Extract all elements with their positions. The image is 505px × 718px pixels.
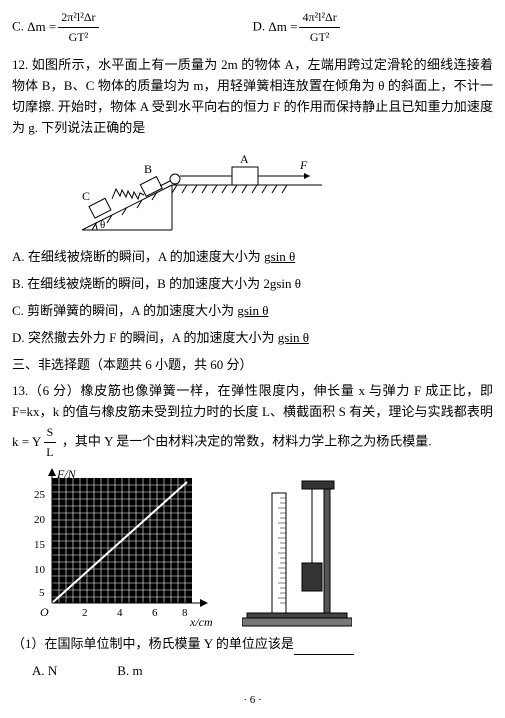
svg-text:5: 5 bbox=[39, 587, 45, 599]
opt-a-text: A. 在细线被烧断的瞬间，A 的加速度大小为 bbox=[12, 249, 264, 264]
opt-c-underline: gsin θ bbox=[237, 303, 268, 318]
svg-text:B: B bbox=[144, 162, 152, 176]
svg-text:F/N: F/N bbox=[56, 468, 77, 481]
q12-option-b: B. 在细线被烧断的瞬间，B 的加速度大小为 2gsin θ bbox=[12, 274, 493, 295]
option-d-label: D. bbox=[253, 19, 269, 34]
blank-line bbox=[294, 640, 354, 655]
frac-den: GT² bbox=[307, 28, 333, 47]
option-d: D. Δm = 4π²l²Δr GT² bbox=[253, 8, 494, 47]
opt-d-underline: gsin θ bbox=[278, 330, 309, 345]
svg-text:C: C bbox=[82, 189, 90, 203]
svg-text:6: 6 bbox=[152, 607, 158, 619]
svg-text:O: O bbox=[40, 605, 49, 619]
q13-opt-a: A. N bbox=[32, 661, 57, 682]
q13-opt-b: B. m bbox=[117, 661, 142, 682]
frac-den: GT² bbox=[66, 28, 92, 47]
option-row-cd: C. Δm = 2π²l²Δr GT² D. Δm = 4π²l²Δr GT² bbox=[12, 8, 493, 47]
q12-diagram: θ A F B C bbox=[62, 145, 493, 242]
opt-c-text: C. 剪断弹簧的瞬间，A 的加速度大小为 bbox=[12, 303, 237, 318]
q13-fraction: S L bbox=[43, 423, 56, 462]
option-c-formula: Δm = 2π²l²Δr GT² bbox=[27, 8, 100, 47]
q13-chart: F/N 25 20 15 10 5 O 2 4 6 8 x/cm bbox=[22, 468, 212, 628]
svg-text:2: 2 bbox=[82, 607, 88, 619]
svg-text:20: 20 bbox=[34, 514, 46, 526]
frac-num: S bbox=[44, 423, 57, 443]
option-c: C. Δm = 2π²l²Δr GT² bbox=[12, 8, 253, 47]
q12-option-a: A. 在细线被烧断的瞬间，A 的加速度大小为 gsin θ bbox=[12, 247, 493, 268]
svg-text:x/cm: x/cm bbox=[189, 615, 212, 628]
option-c-label: C. bbox=[12, 19, 27, 34]
section-3-heading: 三、非选择题（本题共 6 小题，共 60 分） bbox=[12, 355, 493, 376]
svg-text:A: A bbox=[240, 152, 249, 166]
svg-text:10: 10 bbox=[34, 564, 46, 576]
q13-text: 13.（6 分）橡皮筋也像弹簧一样，在弹性限度内，伸长量 x 与弹力 F 成正比… bbox=[12, 381, 493, 462]
svg-text:F: F bbox=[299, 158, 308, 172]
q13-apparatus bbox=[242, 473, 352, 628]
q12-option-c: C. 剪断弹簧的瞬间，A 的加速度大小为 gsin θ bbox=[12, 301, 493, 322]
q13-text1: 13.（6 分）橡皮筋也像弹簧一样，在弹性限度内，伸长量 x 与弹力 F 成正比… bbox=[12, 383, 493, 419]
svg-text:25: 25 bbox=[34, 489, 46, 501]
page-number: · 6 · bbox=[12, 692, 493, 710]
fraction-c: 2π²l²Δr GT² bbox=[58, 8, 98, 47]
q13-sub1: （1）在国际单位制中，杨氏模量 Y 的单位应该是 bbox=[12, 634, 493, 655]
fraction-d: 4π²l²Δr GT² bbox=[299, 8, 339, 47]
option-d-formula: Δm = 4π²l²Δr GT² bbox=[268, 8, 341, 47]
svg-text:8: 8 bbox=[182, 607, 188, 619]
opt-d-text: D. 突然撤去外力 F 的瞬间，A 的加速度大小为 bbox=[12, 330, 278, 345]
svg-text:15: 15 bbox=[34, 539, 46, 551]
opt-a-underline: gsin θ bbox=[264, 249, 295, 264]
q13-text2: ，其中 Y 是一个由材料决定的常数，材料力学上称之为杨氏模量. bbox=[62, 434, 432, 449]
q12-text: 12. 如图所示，水平面上有一质量为 2m 的物体 A，左端用跨过定滑轮的细线连… bbox=[12, 55, 493, 138]
formula-prefix-c: Δm = bbox=[27, 17, 56, 38]
svg-text:4: 4 bbox=[117, 607, 123, 619]
q13-sub-options: A. N B. m bbox=[12, 661, 493, 682]
svg-text:θ: θ bbox=[100, 219, 105, 231]
formula-prefix-d: Δm = bbox=[268, 17, 297, 38]
q12-option-d: D. 突然撤去外力 F 的瞬间，A 的加速度大小为 gsin θ bbox=[12, 328, 493, 349]
q13-figures: F/N 25 20 15 10 5 O 2 4 6 8 x/cm bbox=[22, 468, 493, 628]
frac-den: L bbox=[43, 443, 56, 462]
q13-formula: k = Y S L bbox=[12, 423, 59, 462]
frac-num: 2π²l²Δr bbox=[58, 8, 98, 28]
q13-sub1-text: （1）在国际单位制中，杨氏模量 Y 的单位应该是 bbox=[12, 636, 294, 651]
frac-num: 4π²l²Δr bbox=[299, 8, 339, 28]
q13-formula-prefix: k = Y bbox=[12, 432, 41, 453]
